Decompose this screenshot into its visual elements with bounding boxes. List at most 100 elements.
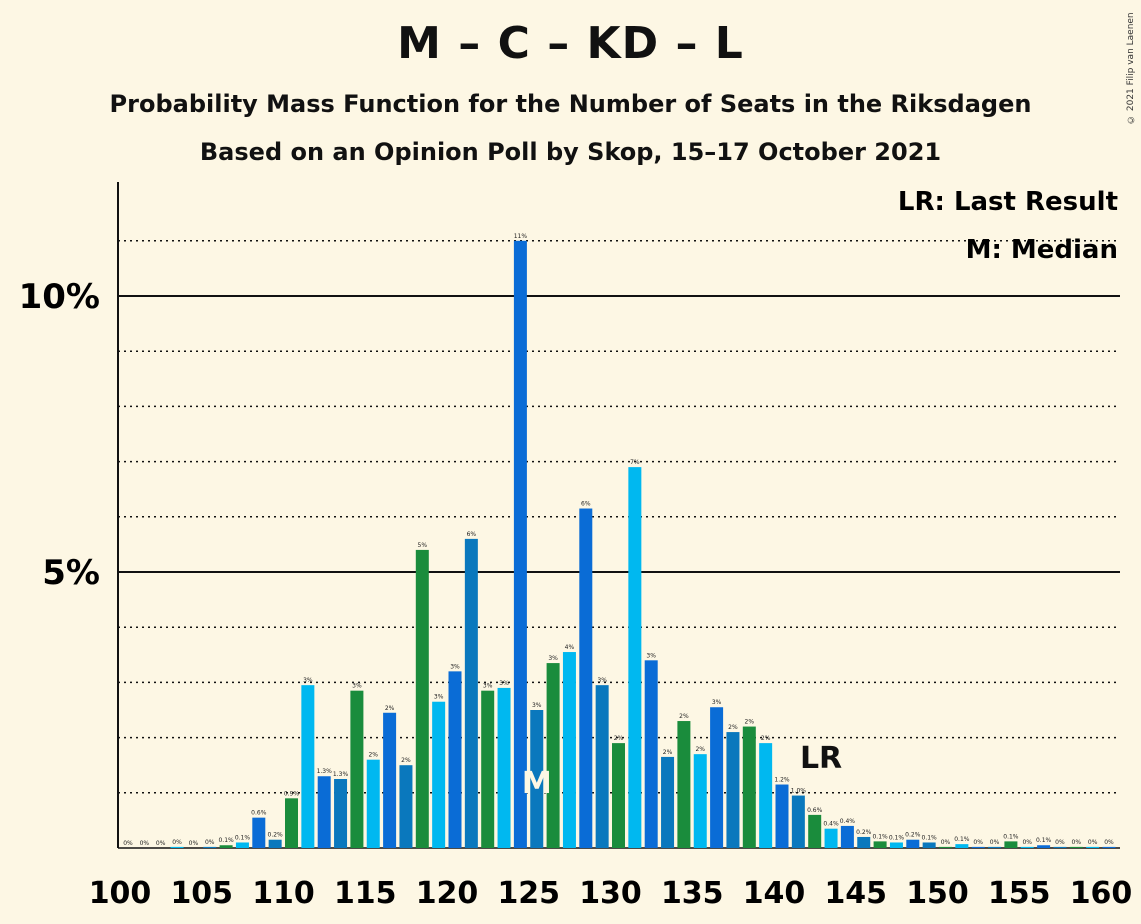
bar-seat-144 [840, 825, 854, 848]
bar-value-label: 0% [172, 839, 182, 846]
bar-value-label: 3% [483, 683, 493, 690]
bar-seat-130 [612, 743, 625, 848]
bar-value-label: 0.2% [905, 832, 921, 839]
bar-value-label: 1.0% [791, 788, 807, 795]
bar-value-label: 3% [548, 655, 558, 662]
x-tick-label: 100 [89, 876, 152, 911]
bar-seat-118 [415, 549, 429, 848]
bar-seat-139 [759, 743, 773, 848]
bar-value-label: 0.1% [872, 833, 888, 840]
y-tick-label: 10% [19, 277, 100, 317]
bar-seat-156 [1037, 845, 1051, 848]
bar-value-label: 2% [385, 705, 395, 712]
bar-value-label: 2% [663, 749, 673, 756]
bar-seat-124 [513, 240, 527, 849]
bar-seat-135 [693, 754, 707, 848]
bar-seat-136 [710, 707, 724, 848]
bar-value-label: 0% [1104, 839, 1114, 846]
bar-value-label: 0% [123, 840, 133, 847]
bar-seat-157 [1053, 846, 1067, 848]
bar-seat-105 [203, 846, 217, 848]
x-tick-label: 115 [334, 876, 397, 911]
y-tick-label: 5% [42, 553, 100, 593]
x-tick-label: 130 [579, 876, 642, 911]
bar-seat-113 [334, 779, 348, 848]
bar-seat-142 [808, 814, 822, 848]
bar-seat-111 [301, 685, 315, 848]
bar-value-label: 0.1% [1003, 833, 1019, 840]
legend-last-result: LR: Last Result [898, 187, 1118, 217]
bar-seat-126 [546, 663, 560, 848]
bar-seat-153 [988, 846, 1002, 848]
bar-value-label: 0.2% [856, 829, 872, 836]
bar-seat-131 [628, 467, 642, 848]
bar-seat-158 [1069, 846, 1083, 848]
bar-value-label: 2% [614, 735, 624, 742]
chart-title: M – C – KD – L [397, 18, 744, 69]
bar-value-label: 3% [499, 680, 509, 687]
bar-seat-119 [432, 701, 446, 848]
bar-value-label: 3% [597, 677, 607, 684]
legend-median: M: Median [966, 235, 1118, 265]
bar-value-label: 0% [1072, 839, 1082, 846]
chart-subtitle: Probability Mass Function for the Number… [109, 90, 1032, 118]
bar-value-label: 0.1% [889, 834, 905, 841]
bar-seat-122 [481, 690, 495, 848]
bar-value-label: 0% [1022, 839, 1032, 846]
bar-seat-110 [285, 798, 298, 848]
bar-seat-138 [742, 726, 756, 848]
bar-seat-141 [791, 795, 805, 848]
bar-value-label: 0.9% [284, 790, 300, 797]
bar-value-label: 0.1% [235, 834, 251, 841]
bar-value-label: 5% [418, 542, 428, 549]
bar-value-label: 0% [1055, 839, 1065, 846]
bar-value-label: 3% [303, 677, 313, 684]
bar-seat-127 [562, 652, 576, 848]
bar-seat-154 [1004, 841, 1018, 848]
chart-subtitle-poll: Based on an Opinion Poll by Skop, 15–17 … [199, 138, 942, 166]
bar-value-label: 11% [514, 233, 528, 240]
median-marker: M [522, 766, 552, 801]
bar-seat-129 [595, 685, 609, 848]
bar-value-label: 1.3% [333, 771, 349, 778]
bar-value-label: 6% [467, 531, 477, 538]
bar-seat-133 [661, 756, 675, 848]
bar-value-label: 2% [679, 713, 689, 720]
bar-seat-108 [252, 817, 266, 848]
bar-seat-115 [366, 759, 380, 848]
bar-value-label: 0.1% [1036, 837, 1052, 844]
bar-value-label: 4% [565, 644, 575, 651]
bar-seat-114 [350, 690, 364, 848]
bar-value-label: 2% [728, 724, 738, 731]
bar-value-label: 3% [646, 652, 656, 659]
bar-value-label: 0% [1088, 839, 1098, 846]
bar-value-label: 7% [630, 459, 640, 466]
x-tick-label: 135 [661, 876, 724, 911]
bar-value-label: 0.6% [251, 810, 267, 817]
bar-value-label: 3% [712, 699, 722, 706]
x-tick-label: 120 [416, 876, 479, 911]
bar-seat-151 [955, 844, 969, 848]
bar-seat-103 [170, 846, 184, 848]
bar-value-label: 0.1% [218, 837, 234, 844]
bar-seat-147 [889, 842, 903, 848]
bar-seat-134 [677, 721, 691, 848]
x-tick-label: 150 [906, 876, 969, 911]
bar-value-label: 3% [434, 694, 444, 701]
bar-seat-116 [383, 712, 397, 848]
bar-seat-155 [1020, 846, 1034, 848]
x-tick-label: 110 [252, 876, 315, 911]
bar-seat-150 [939, 846, 952, 848]
bar-seat-148 [906, 839, 920, 848]
bar-value-label: 0% [973, 839, 983, 846]
bar-value-label: 2% [401, 757, 411, 764]
bar-value-label: 0% [941, 839, 951, 846]
bar-value-label: 6% [581, 501, 591, 508]
bar-seat-128 [579, 508, 593, 848]
bar-value-label: 3% [352, 683, 362, 690]
bar-seat-160 [1102, 846, 1116, 848]
bar-value-label: 0% [205, 839, 215, 846]
bar-value-label: 1.2% [774, 777, 790, 784]
bar-seat-132 [644, 660, 658, 848]
